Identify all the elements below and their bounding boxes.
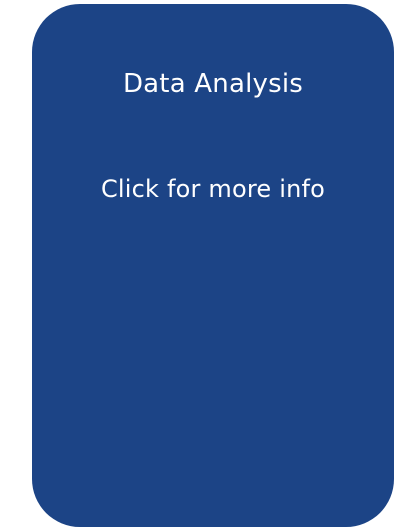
data-analysis-card[interactable]: Data Analysis Click for more info <box>32 4 394 527</box>
card-title: Data Analysis <box>122 69 304 99</box>
more-info-link[interactable]: Click for more info <box>100 175 326 203</box>
